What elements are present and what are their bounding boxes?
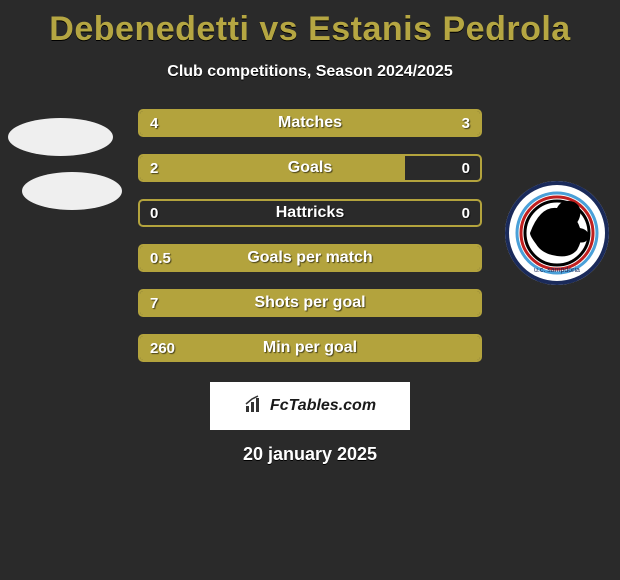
stats-list: 43Matches20Goals00Hattricks0.5Goals per … <box>138 109 482 362</box>
stat-fill-left <box>140 246 480 270</box>
stat-value-left: 7 <box>150 291 158 315</box>
player-left-avatar-2 <box>22 172 122 210</box>
stat-fill-left <box>140 336 480 360</box>
stat-row: 0 0Hattricks <box>138 199 482 227</box>
stat-fill-right <box>334 111 480 135</box>
stat-row: 7Shots per goal <box>138 289 482 317</box>
stat-value-left: 0.5 <box>150 246 171 270</box>
stat-fill-left <box>140 111 334 135</box>
brand-logo[interactable]: FcTables.com <box>210 382 410 430</box>
stat-label: Hattricks <box>140 201 480 225</box>
club-crest-icon: u.c. sampdoria <box>502 178 612 288</box>
stat-value-right: 0 <box>462 156 470 180</box>
stat-value-left: 4 <box>150 111 158 135</box>
stat-value-left: 0 <box>150 201 158 225</box>
player-left-avatar-1 <box>8 118 113 156</box>
page-title: Debenedetti vs Estanis Pedrola <box>0 0 620 49</box>
stat-value-right: 3 <box>462 111 470 135</box>
crest-label: u.c. sampdoria <box>534 267 580 274</box>
stat-value-left: 260 <box>150 336 175 360</box>
brand-text: FcTables.com <box>270 397 376 415</box>
subtitle: Club competitions, Season 2024/2025 <box>0 63 620 81</box>
stat-fill-left <box>140 291 480 315</box>
stat-value-right: 0 <box>462 201 470 225</box>
stat-row: 20Goals <box>138 154 482 182</box>
stat-row: 0.5Goals per match <box>138 244 482 272</box>
stat-row: 260Min per goal <box>138 334 482 362</box>
date-label: 20 january 2025 <box>0 444 620 465</box>
chart-icon <box>244 394 264 419</box>
stat-fill-left <box>140 156 405 180</box>
stat-row: 43Matches <box>138 109 482 137</box>
stat-value-left: 2 <box>150 156 158 180</box>
